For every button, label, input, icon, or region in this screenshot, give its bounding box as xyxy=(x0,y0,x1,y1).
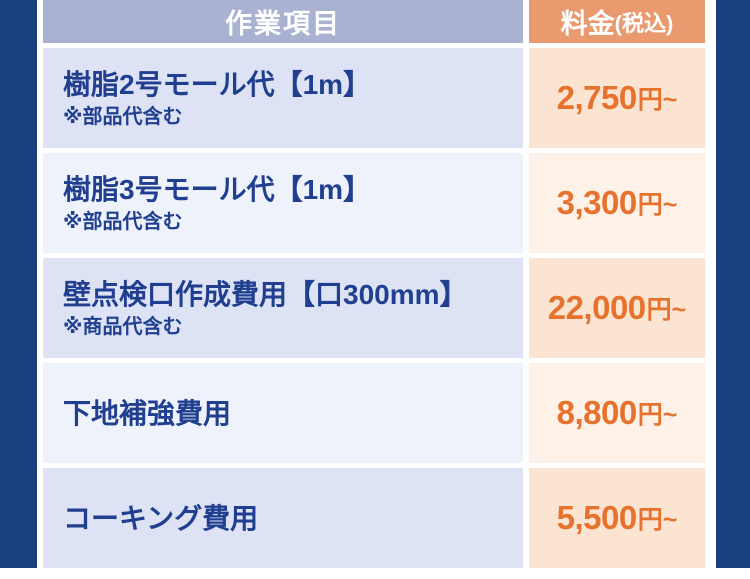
work-item-note: ※商品代含む xyxy=(63,316,183,338)
price-cell: 2,750 円~ xyxy=(529,48,705,148)
price-cell: 5,500 円~ xyxy=(529,468,705,568)
table-panel: 作業項目 料金 (税込) 樹脂2号モール代【1m】 ※部品代含む 2,750 円… xyxy=(37,0,716,568)
price-amount: 5,500 xyxy=(556,499,638,536)
price-cell: 8,800 円~ xyxy=(529,363,705,463)
price-amount: 2,750 xyxy=(556,79,638,116)
header-work-item-label: 作業項目 xyxy=(225,9,341,39)
work-item-cell: 樹脂3号モール代【1m】 ※部品代含む xyxy=(43,153,523,253)
work-item-cell: 樹脂2号モール代【1m】 ※部品代含む xyxy=(43,48,523,148)
header-price: 料金 (税込) xyxy=(529,0,705,43)
work-item-title: 下地補強費用 xyxy=(63,397,232,429)
work-item-title: コーキング費用 xyxy=(63,502,259,534)
work-item-note: ※部品代含む xyxy=(63,211,183,233)
header-price-tax-label: (税込) xyxy=(614,10,674,36)
work-item-note: ※部品代含む xyxy=(63,106,183,128)
header-work-item: 作業項目 xyxy=(43,0,523,43)
work-item-title: 樹脂2号モール代【1m】 xyxy=(63,69,372,100)
price-unit: 円~ xyxy=(637,86,678,114)
price-unit: 円~ xyxy=(637,401,678,429)
work-item-cell: 下地補強費用 xyxy=(43,363,523,463)
price-unit: 円~ xyxy=(646,296,687,324)
price-amount: 3,300 xyxy=(556,184,638,221)
price-cell: 22,000 円~ xyxy=(529,258,705,358)
work-item-cell: コーキング費用 xyxy=(43,468,523,568)
work-item-title: 樹脂3号モール代【1m】 xyxy=(63,174,372,205)
price-amount: 8,800 xyxy=(556,394,638,431)
price-cell: 3,300 円~ xyxy=(529,153,705,253)
pricing-table: 作業項目 料金 (税込) 樹脂2号モール代【1m】 ※部品代含む 2,750 円… xyxy=(43,0,705,568)
header-price-label: 料金 xyxy=(560,9,615,39)
price-unit: 円~ xyxy=(637,191,678,219)
work-item-cell: 壁点検口作成費用【口300mm】 ※商品代含む xyxy=(43,258,523,358)
price-unit: 円~ xyxy=(637,506,678,534)
work-item-title: 壁点検口作成費用【口300mm】 xyxy=(63,279,468,310)
price-amount: 22,000 xyxy=(547,289,646,326)
